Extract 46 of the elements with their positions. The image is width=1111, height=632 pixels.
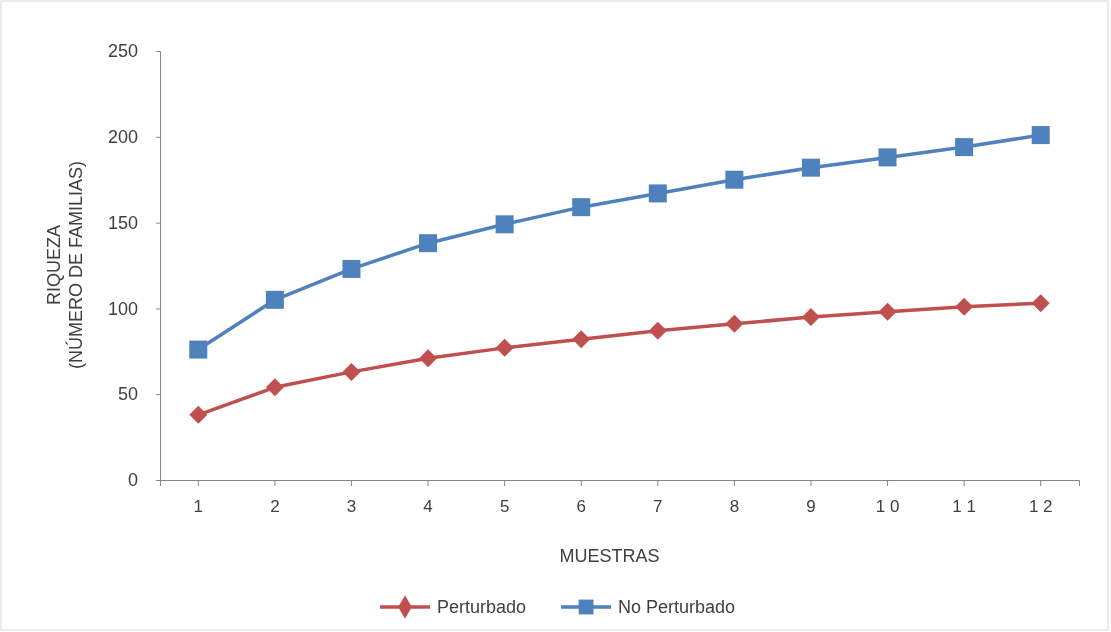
x-tick-label: 1 (193, 497, 204, 517)
point (878, 148, 897, 167)
point (342, 259, 361, 278)
x-tick-label: 2 (270, 497, 280, 517)
point (189, 405, 208, 424)
point (189, 340, 208, 359)
point (495, 215, 514, 234)
x-tick-label: 9 (806, 497, 816, 517)
y-tick-label: 50 (117, 384, 138, 405)
point (265, 378, 284, 397)
point (801, 158, 820, 177)
y-tick-label: 200 (107, 127, 138, 148)
point (1031, 126, 1050, 145)
x-tick-label: 4 (423, 497, 433, 517)
x-tick-label: 7 (653, 497, 663, 517)
point (648, 321, 667, 340)
point (342, 362, 361, 381)
point (878, 302, 897, 321)
y-tick-label: 150 (107, 212, 138, 233)
point (801, 307, 820, 326)
point (572, 330, 591, 349)
point (419, 349, 438, 368)
point (955, 138, 974, 157)
point (955, 297, 974, 316)
legend-label: Perturbado (437, 597, 527, 617)
y-tick-label: 250 (107, 41, 138, 62)
x-tick-label: 8 (729, 497, 740, 517)
legend-label: No Perturbado (618, 597, 736, 617)
x-axis-title: MUESTRAS (559, 546, 660, 566)
point (725, 314, 744, 333)
y-axis-title: RIQUEZA (NÚMERO DE FAMILIAS) (44, 160, 86, 370)
x-tick-label: 5 (499, 497, 510, 517)
point (572, 198, 591, 217)
x-tick-label: 1 1 (952, 497, 976, 517)
point (725, 170, 744, 189)
x-tick-label: 1 0 (875, 497, 900, 517)
point (648, 184, 667, 203)
point (1031, 294, 1050, 313)
y-tick-label: 0 (127, 470, 138, 491)
point (265, 290, 284, 309)
point (495, 338, 514, 357)
x-tick-label: 6 (576, 497, 586, 517)
point (419, 234, 438, 253)
y-tick-label: 100 (107, 298, 138, 319)
x-tick-label: 3 (346, 497, 357, 517)
x-tick-label: 1 2 (1028, 497, 1053, 517)
